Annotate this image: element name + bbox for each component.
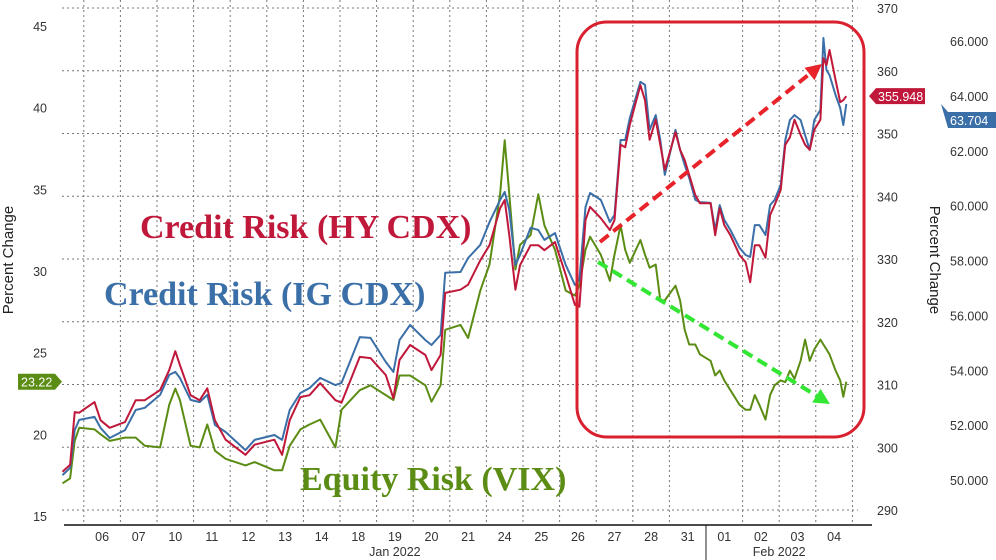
right-tick-label: 52.000 [950, 419, 988, 433]
series-line-hy-cdx [61, 49, 848, 473]
left-tick-label: 20 [33, 428, 47, 442]
x-tick-label: 27 [608, 530, 622, 544]
hy-cdx-label: Credit Risk (HY CDX) [140, 209, 471, 246]
x-tick-label: 14 [315, 530, 329, 544]
left-tick-label: 30 [33, 265, 47, 279]
x-tick-label: 21 [461, 530, 475, 544]
x-tick-label: 26 [571, 530, 585, 544]
right-tick-label: 62.000 [950, 145, 988, 159]
x-tick-label: 04 [827, 530, 841, 544]
x-tick-label: 18 [351, 530, 365, 544]
x-tick-label: 01 [717, 530, 731, 544]
middle-tick-label: 310 [877, 379, 898, 393]
right-tick-label: 60.000 [950, 200, 988, 214]
x-tick-label: 31 [681, 530, 695, 544]
middle-tick-label: 340 [877, 190, 898, 204]
x-tick-label: 25 [534, 530, 548, 544]
left-tick-label: 40 [33, 102, 47, 116]
last-value-tag-vix [18, 373, 62, 390]
left-tick-label: 15 [33, 510, 47, 524]
highlight-box [575, 20, 866, 439]
x-tick-label: 06 [95, 530, 109, 544]
x-tick-label: 03 [791, 530, 805, 544]
month-label-jan: Jan 2022 [369, 545, 420, 559]
right-axis-title: Percent Change [926, 206, 943, 314]
gridlines [62, 0, 858, 525]
x-tick-label: 07 [132, 530, 146, 544]
month-label-feb: Feb 2022 [753, 545, 806, 559]
left-tick-label: 25 [33, 347, 47, 361]
right-tick-label: 66.000 [950, 35, 988, 49]
x-tick-label: 28 [644, 530, 658, 544]
series-lines [61, 37, 848, 485]
x-tick-label: 19 [388, 530, 402, 544]
x-tick-label: 13 [278, 530, 292, 544]
ig-cdx-label: Credit Risk (IG CDX) [104, 276, 425, 313]
last-value-hy: 355.948 [878, 90, 923, 104]
middle-tick-label: 320 [877, 316, 898, 330]
x-tick-label: 24 [498, 530, 512, 544]
x-tick-label: 11 [205, 530, 218, 544]
right-tick-label: 54.000 [950, 364, 988, 378]
last-value-vix: 23.22 [21, 376, 52, 390]
annotations: 355.948 63.704 23.22 Credit Risk (HY CDX) Cr… [18, 20, 996, 498]
right-tick-label: 50.000 [950, 474, 988, 488]
x-tick-label: 10 [168, 530, 182, 544]
series-line-ig-cdx [61, 37, 848, 476]
down-trend-arrow-shaft [596, 260, 818, 398]
x-tick-label: 20 [425, 530, 439, 544]
vix-label: Equity Risk (VIX) [300, 461, 566, 498]
up-trend-arrow-shaft [598, 72, 811, 244]
middle-tick-label: 370 [877, 2, 898, 16]
last-value-tag-ig [941, 103, 996, 128]
left-axis-title: Percent Change [0, 206, 17, 314]
left-tick-label: 45 [33, 20, 47, 34]
middle-tick-label: 290 [877, 504, 898, 518]
down-trend-arrow-head [812, 388, 830, 404]
left-tick-label: 35 [33, 183, 47, 197]
right-tick-label: 58.000 [950, 255, 988, 269]
series-line-vix [61, 139, 848, 485]
middle-tick-label: 300 [877, 441, 898, 455]
right-tick-label: 64.000 [950, 90, 988, 104]
middle-tick-label: 360 [877, 65, 898, 79]
right-tick-label: 56.000 [950, 309, 988, 323]
x-tick-label: 12 [242, 530, 256, 544]
last-value-tag-hy [869, 88, 925, 105]
last-value-ig: 63.704 [950, 114, 988, 128]
middle-tick-label: 330 [877, 253, 898, 267]
x-tick-label: 02 [754, 530, 768, 544]
middle-tick-label: 350 [877, 128, 898, 142]
up-trend-arrow-head [804, 64, 822, 81]
